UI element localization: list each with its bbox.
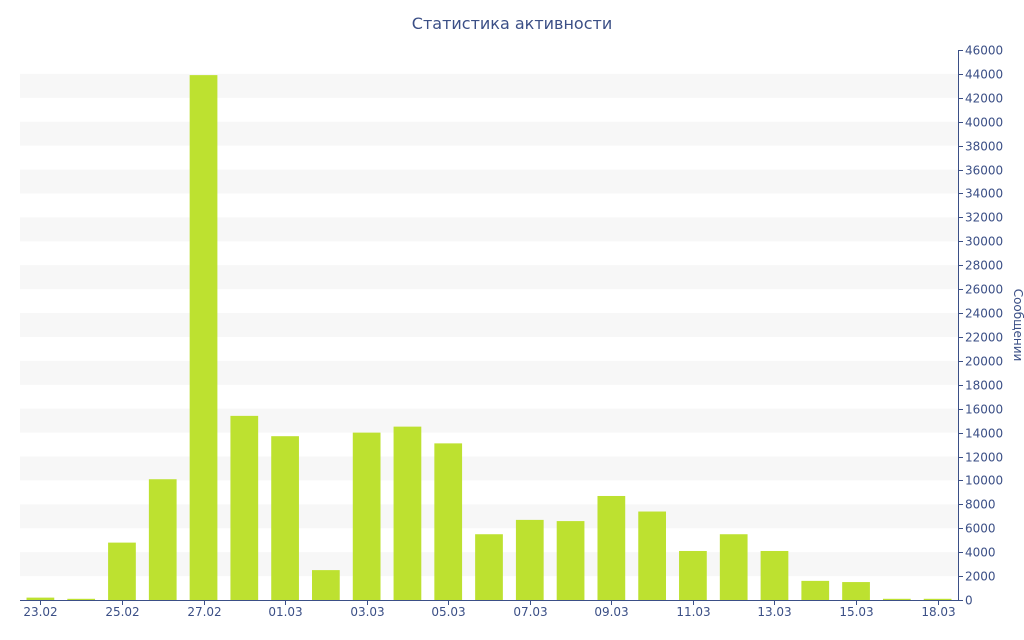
bar-13.03 (760, 550, 789, 600)
grid-band (20, 313, 958, 337)
x-tick-label: 11.03 (676, 605, 710, 619)
x-tick-label: 13.03 (757, 605, 791, 619)
bar-18.03 (923, 598, 952, 600)
y-tick-label: 8000 (965, 498, 996, 512)
grid-band (20, 265, 958, 290)
y-tick-label: 18000 (965, 379, 1003, 393)
grid-band (20, 121, 958, 146)
bar-01.03 (271, 436, 299, 600)
bar-27.02 (189, 75, 218, 600)
y-tick-label: 0 (965, 594, 973, 608)
y-tick-label: 6000 (965, 522, 996, 536)
x-tick-label: 03.03 (350, 605, 384, 619)
bar-11.03 (679, 550, 707, 600)
y-tick-label: 24000 (965, 307, 1003, 321)
grid-band (20, 408, 958, 433)
x-tick-label: 05.03 (431, 605, 465, 619)
y-tick-label: 40000 (965, 116, 1003, 130)
y-tick-label: 22000 (965, 331, 1003, 345)
x-tick-label: 07.03 (513, 605, 547, 619)
y-tick-label: 10000 (965, 474, 1003, 488)
x-tick-label: 27.02 (187, 605, 221, 619)
y-tick-label: 26000 (965, 283, 1003, 297)
grid-band (20, 217, 958, 242)
y-tick-label: 34000 (965, 187, 1003, 201)
grid-band (20, 456, 958, 481)
bar-24.02 (67, 598, 96, 600)
y-tick-label: 32000 (965, 211, 1003, 225)
y-tick-label: 20000 (965, 355, 1003, 369)
y-tick-label: 36000 (965, 164, 1003, 178)
y-tick-label: 2000 (965, 570, 996, 584)
bar-12.03 (719, 534, 748, 600)
y-tick-label: 12000 (965, 451, 1003, 465)
bar-28.02 (230, 415, 259, 600)
bar-07.03 (515, 519, 544, 600)
y-tick-label: 14000 (965, 427, 1003, 441)
y-tick-label: 42000 (965, 92, 1003, 106)
chart-title: Статистика активности (411, 14, 613, 33)
x-tick-label: 23.02 (23, 605, 57, 619)
y-tick-label: 4000 (965, 546, 996, 560)
y-tick-label: 16000 (965, 403, 1003, 417)
y-tick-label: 30000 (965, 235, 1003, 249)
grid-band (20, 73, 958, 98)
x-tick-label: 25.02 (105, 605, 139, 619)
bar-25.02 (108, 542, 136, 600)
bar-26.02 (148, 479, 177, 600)
x-tick-label: 18.03 (921, 605, 955, 619)
bar-15.03 (842, 582, 870, 600)
x-tick-label: 01.03 (268, 605, 302, 619)
bar-23.02 (26, 597, 55, 600)
y-tick-label: 38000 (965, 140, 1003, 154)
bar-16.03 (882, 598, 911, 600)
x-tick-label: 15.03 (839, 605, 873, 619)
bar-06.03 (475, 534, 503, 600)
bar-05.03 (434, 443, 463, 600)
y-axis-title: Сообщении (1011, 289, 1024, 362)
y-tick-label: 46000 (965, 44, 1003, 58)
bar-03.03 (352, 432, 381, 600)
bar-09.03 (597, 495, 626, 600)
bar-14.03 (801, 580, 830, 600)
bar-04.03 (393, 426, 422, 600)
y-tick-label: 44000 (965, 68, 1003, 82)
x-tick-label: 09.03 (594, 605, 628, 619)
grid-band (20, 169, 958, 194)
bar-10.03 (638, 511, 666, 600)
bar-02.03 (312, 570, 340, 600)
y-tick-label: 28000 (965, 259, 1003, 273)
grid-band (20, 360, 958, 385)
bar-08.03 (556, 521, 585, 600)
